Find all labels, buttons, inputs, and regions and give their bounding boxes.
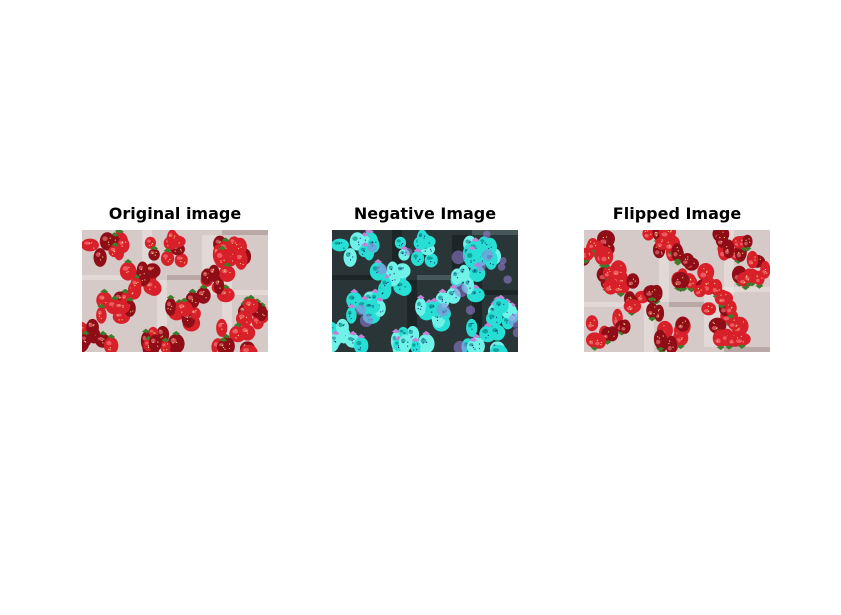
panel-negative: Negative Image: [332, 200, 518, 355]
panel-title-negative: Negative Image: [353, 204, 497, 223]
panel-title-flipped: Flipped Image: [612, 204, 742, 223]
panel-flipped: Flipped Image: [584, 200, 770, 355]
original-strawberry-image: [82, 230, 268, 352]
flipped-strawberry-image: [584, 230, 770, 352]
panel-original: Original image: [82, 200, 268, 355]
panel-title-original: Original image: [108, 204, 242, 223]
negative-strawberry-image: [332, 230, 518, 352]
